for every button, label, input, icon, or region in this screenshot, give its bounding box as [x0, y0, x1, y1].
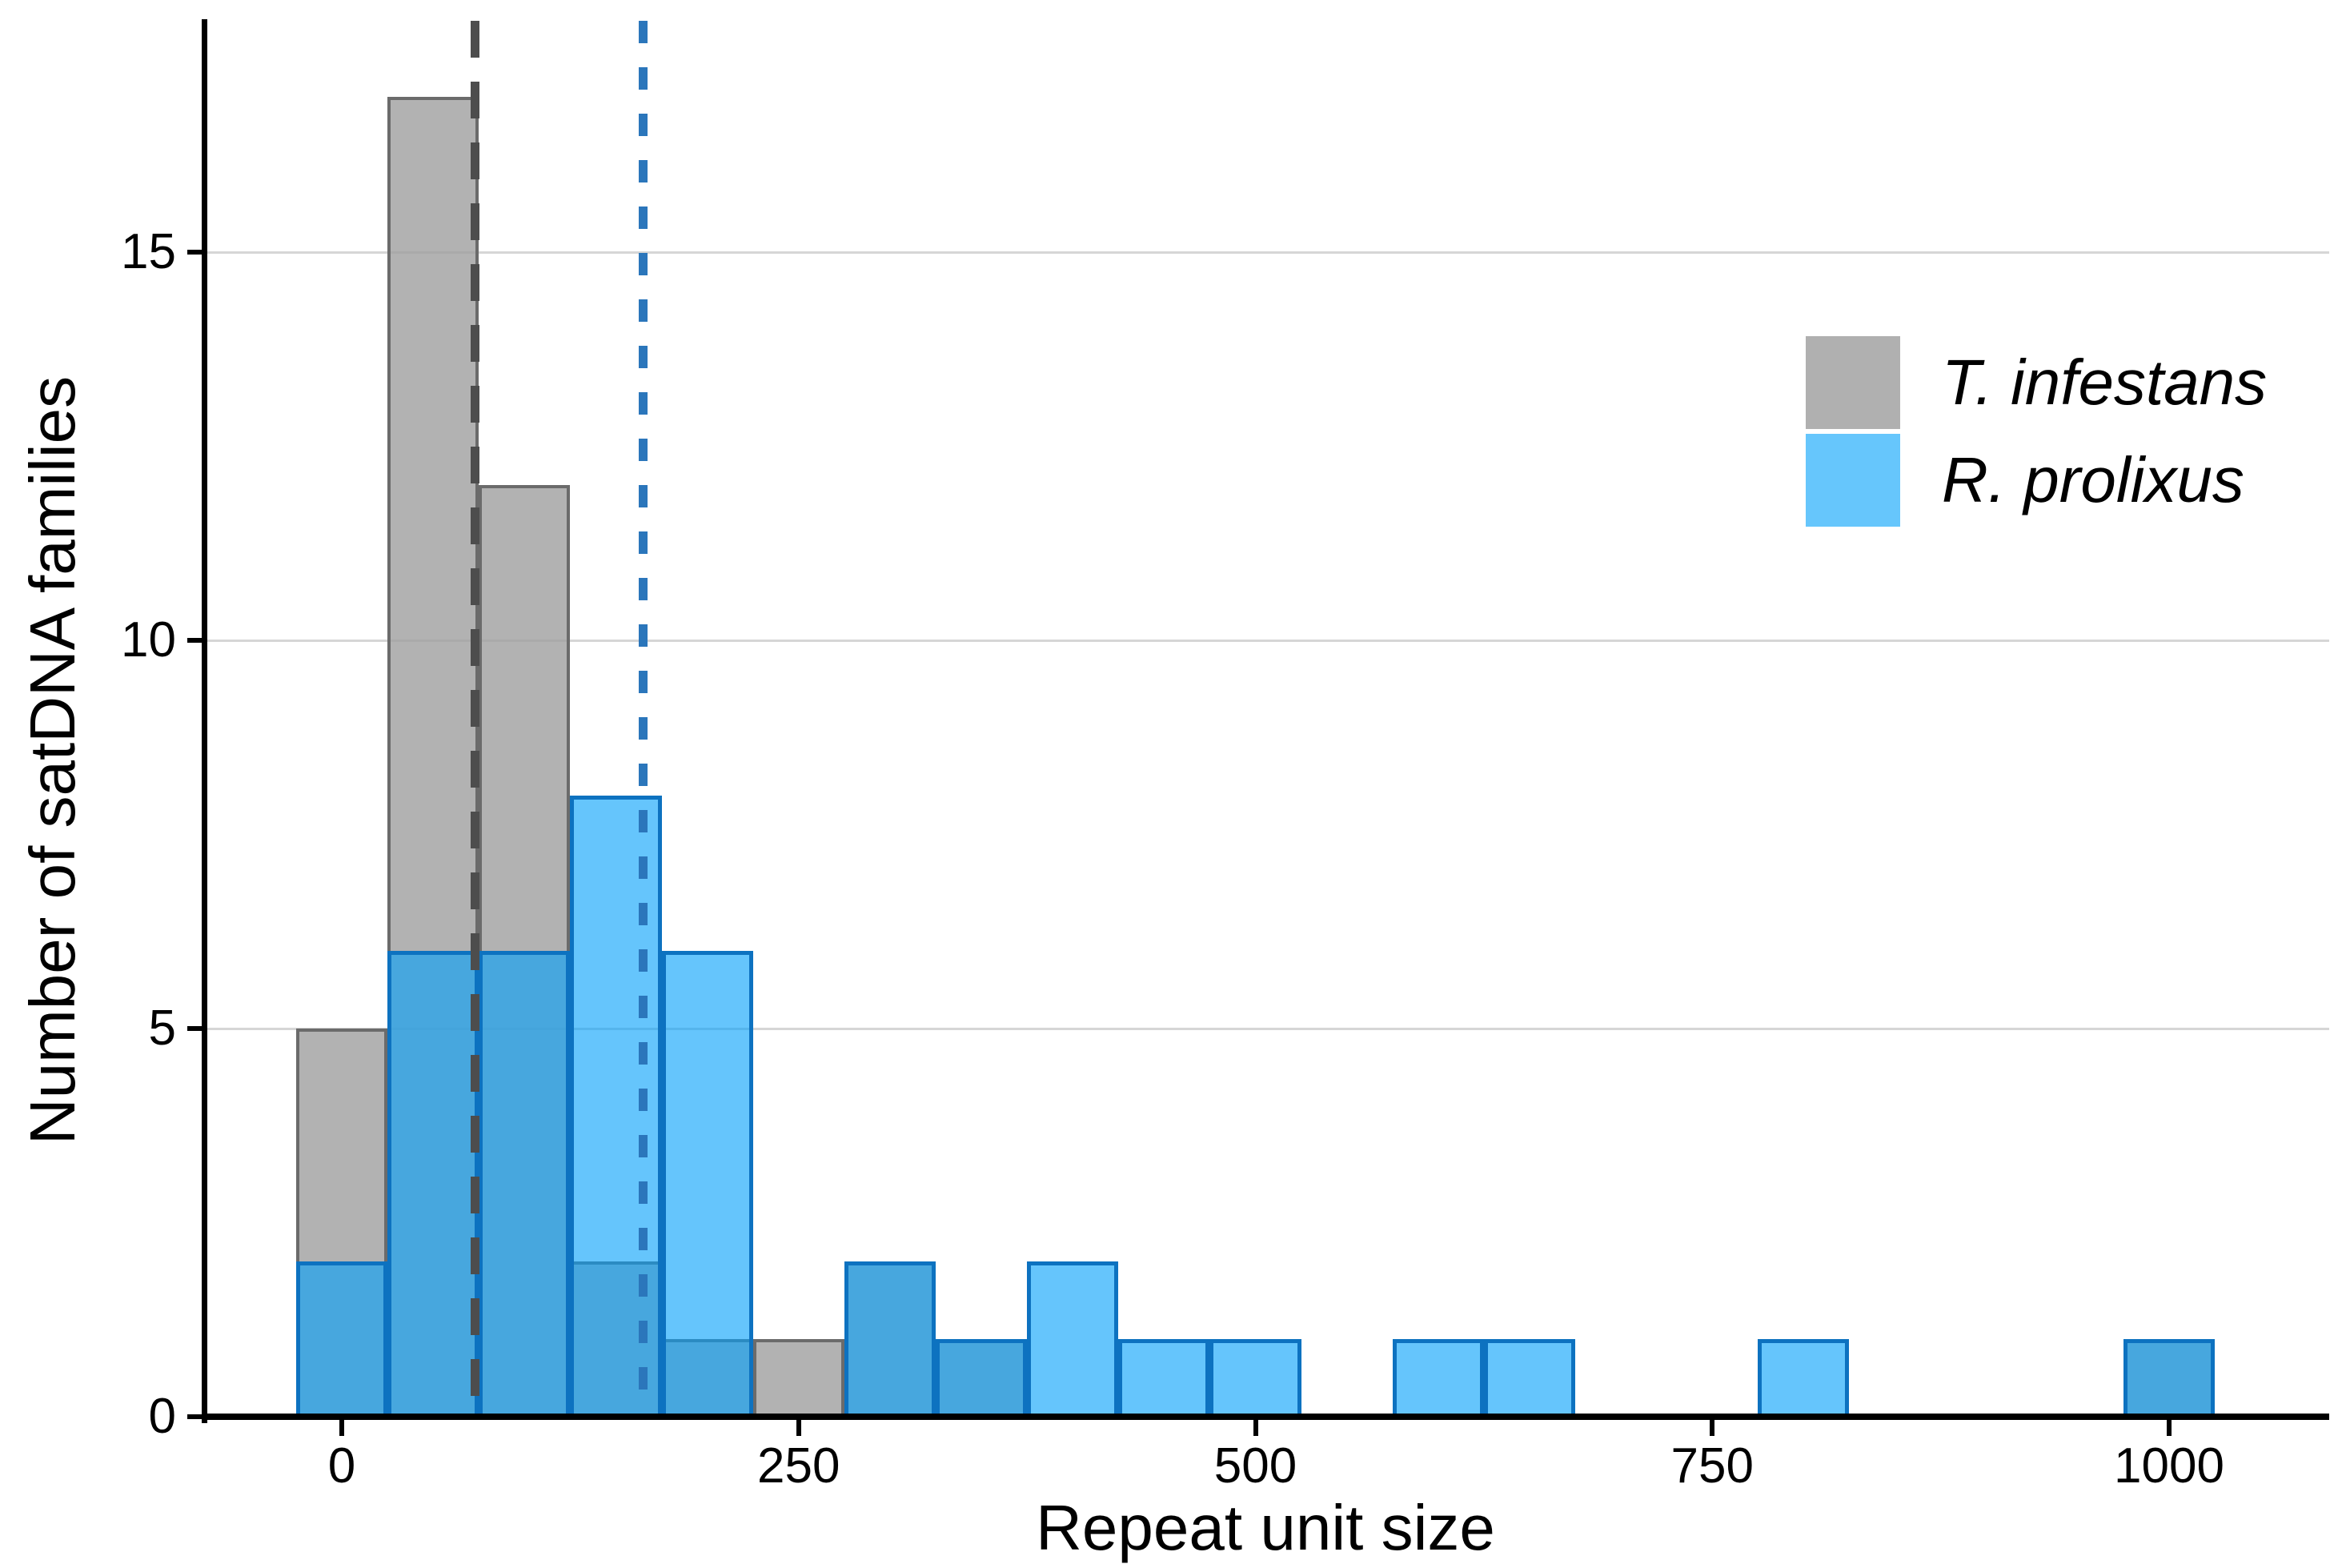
mean-dashed-line: [639, 21, 648, 1417]
blue-histogram-bar: [2123, 1339, 2216, 1420]
y-tick-label: 15: [121, 224, 176, 279]
legend-swatch-gray: [1806, 336, 1900, 429]
y-tick-mark: [187, 250, 202, 255]
x-tick-mark: [796, 1420, 801, 1436]
blue-histogram-bar: [844, 1261, 936, 1420]
x-tick-mark: [1710, 1420, 1715, 1436]
legend-item-t-infestans: T. infestans: [1806, 336, 2267, 429]
x-tick-label: 250: [757, 1438, 840, 1494]
y-tick-mark: [187, 638, 202, 643]
blue-histogram-bar: [1209, 1339, 1301, 1420]
gridline: [202, 1027, 2329, 1030]
gray-histogram-bar: [752, 1339, 844, 1420]
x-tick-label: 500: [1213, 1438, 1297, 1494]
gridline: [202, 251, 2329, 254]
blue-histogram-bar: [1118, 1339, 1210, 1420]
blue-histogram-bar: [661, 951, 753, 1420]
blue-histogram-bar: [387, 951, 479, 1420]
x-tick-label: 1000: [2114, 1438, 2224, 1494]
blue-histogram-bar: [1758, 1339, 1850, 1420]
x-tick-mark: [2167, 1420, 2172, 1436]
gridline: [202, 639, 2329, 642]
mean-dashed-line: [471, 21, 480, 1417]
blue-histogram-bar: [295, 1261, 388, 1420]
legend-label: R. prolixus: [1942, 444, 2244, 515]
blue-histogram-bar: [1392, 1339, 1484, 1420]
blue-histogram-bar: [570, 796, 662, 1420]
blue-histogram-bar: [1027, 1261, 1119, 1420]
y-tick-label: 5: [148, 1001, 176, 1056]
y-axis-title: Number of satDNA families: [17, 375, 88, 1145]
x-axis-line: [202, 1414, 2329, 1420]
x-tick-label: 750: [1670, 1438, 1754, 1494]
legend-item-r-prolixus: R. prolixus: [1806, 434, 2244, 527]
x-tick-mark: [339, 1420, 344, 1436]
y-tick-label: 10: [121, 612, 176, 668]
legend-label: T. infestans: [1942, 347, 2268, 418]
legend-swatch-blue: [1806, 434, 1900, 527]
x-axis-title: Repeat unit size: [1036, 1492, 1495, 1563]
y-axis-line: [202, 19, 207, 1423]
x-tick-mark: [1253, 1420, 1258, 1436]
blue-histogram-bar: [1483, 1339, 1576, 1420]
y-tick-label: 0: [148, 1389, 176, 1444]
y-tick-mark: [187, 1026, 202, 1031]
blue-histogram-bar: [479, 951, 571, 1420]
blue-histogram-bar: [935, 1339, 1028, 1420]
y-tick-mark: [187, 1414, 202, 1419]
x-tick-label: 0: [327, 1438, 356, 1494]
